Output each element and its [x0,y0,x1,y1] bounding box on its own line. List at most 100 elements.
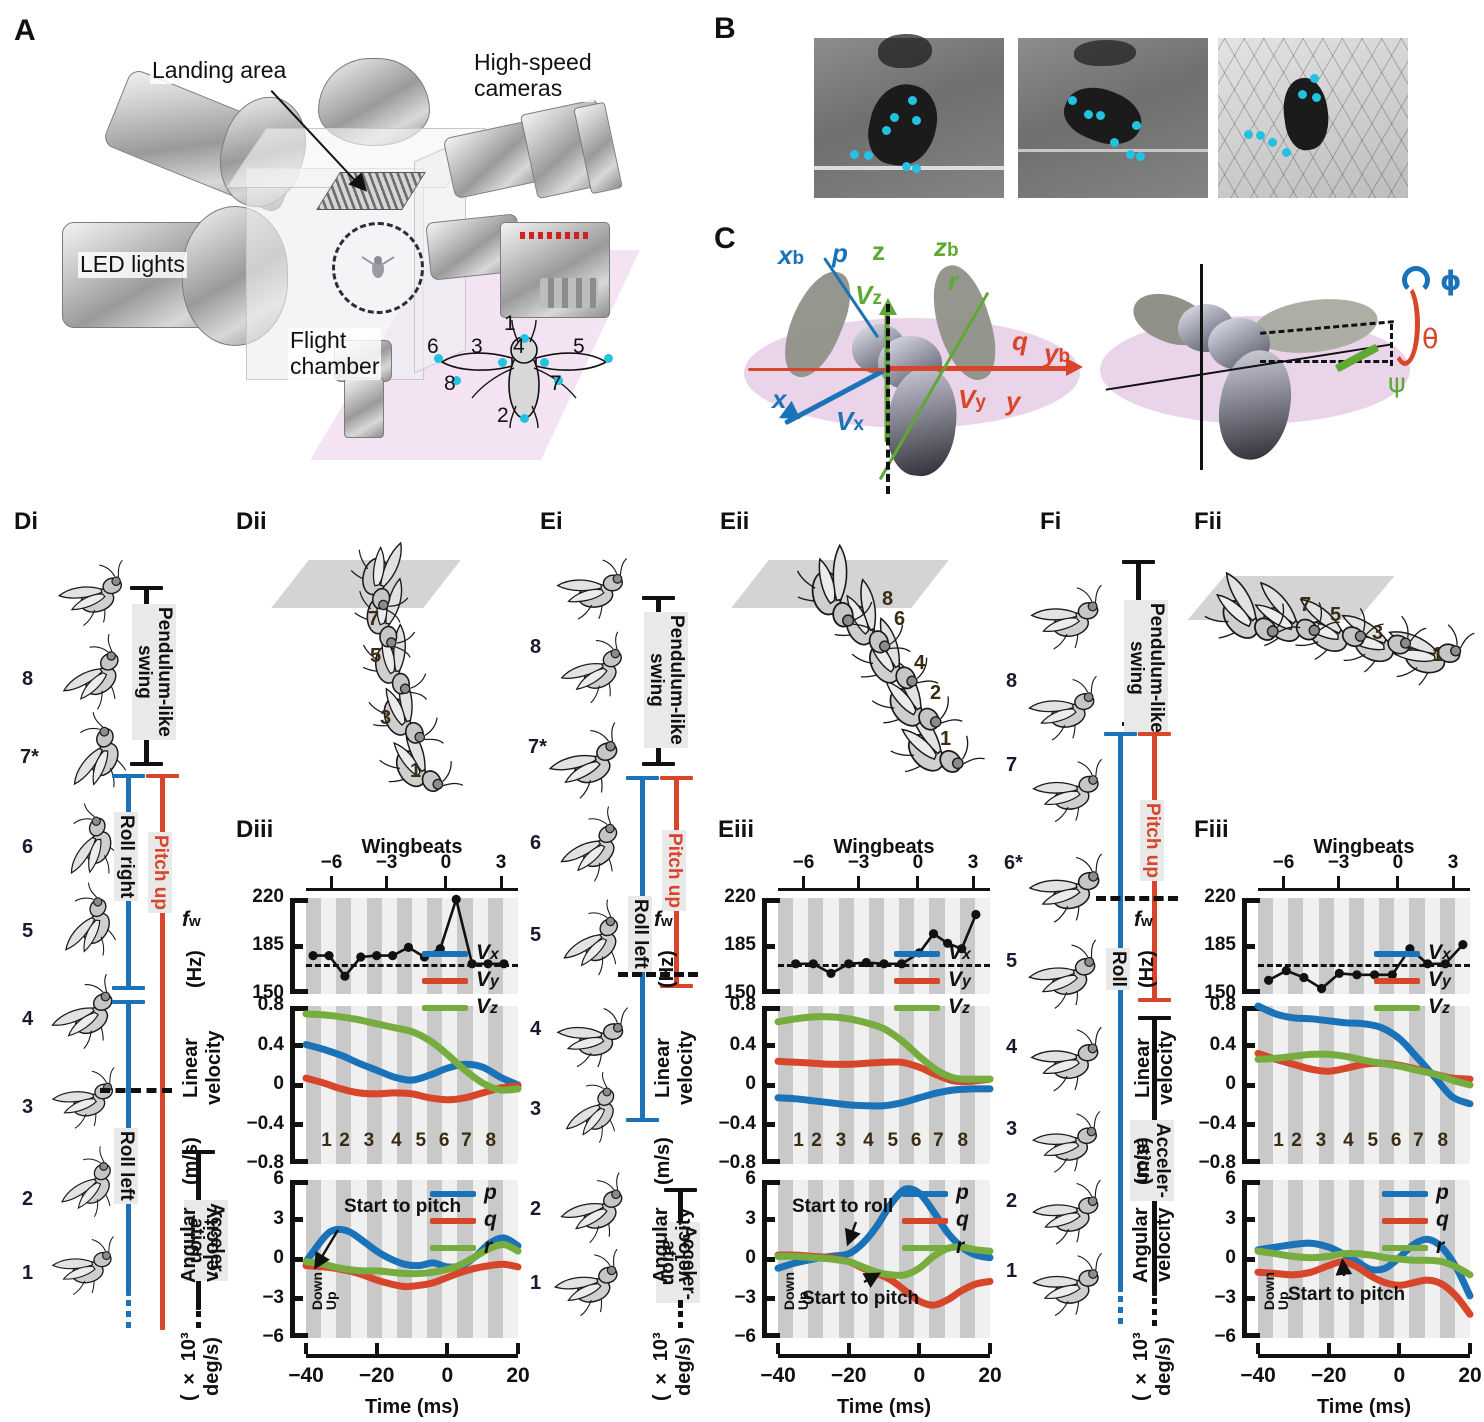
ang-tick-label: 3 [745,1207,756,1229]
seq-label-Fi-4: 4 [1006,1036,1018,1058]
freq-tick-label: 220 [252,886,284,907]
freq-axis-tick [762,943,775,949]
annotation-start-to-roll: Start to roll [792,1196,894,1217]
ang-tick-label: 6 [273,1168,284,1189]
freq-ylabel: fw [182,908,201,931]
fly-illustration [560,631,622,704]
freq-ylabel: fw [1134,908,1153,931]
bar-cap [112,774,145,778]
camera-led-strip [520,232,592,239]
ang-axis-tick [290,1296,303,1301]
panel-fi-letter: Fi [1040,508,1062,535]
lin-ylabel: Linear velocity [180,1030,225,1106]
wingbeat-number: 6 [1390,1130,1402,1151]
wingbeat-number: 2 [339,1130,350,1151]
ang-tick-label: −3 [262,1286,284,1308]
fly-pose-3 [556,1071,634,1143]
freq-tick-label: 150 [1204,982,1236,1003]
lin-tick-label: 0.8 [257,994,284,1015]
high-speed-cameras-label: High-speed cameras [472,49,594,102]
time-axis [778,1354,990,1358]
ang-axis-tick [762,1256,775,1262]
marker-dot-7 [554,376,563,385]
wingbeat-number: 1 [1273,1130,1284,1151]
wingbeat-number: 3 [835,1130,847,1151]
photo-landing-oblique [1018,38,1208,198]
freq-tick-label: 150 [252,982,284,1003]
fly-illustration [1247,581,1340,647]
freq-series-svg [308,894,509,981]
time-tick-label: 0 [441,1364,454,1387]
marker-label-3: 3 [471,335,483,358]
wingbeats-axis [1258,888,1470,891]
label-p: p [832,238,848,268]
time-tick-label: −20 [358,1364,395,1387]
wingbeat-tick [1451,876,1455,888]
wingbeat-stripe [1258,1006,1274,1164]
marker-label-5: 5 [573,335,585,358]
wingbeat-tick-label: 0 [912,852,924,873]
fly-illustration [350,541,409,623]
label-vz: Vz [855,280,882,310]
marker-label-4: 4 [513,335,525,358]
bar-cap [1138,732,1171,736]
eii-seq-8: 8 [882,588,894,610]
axis-yb-arrow [888,366,1070,371]
seq-label-Ei-4: 4 [530,1018,542,1040]
lin-tick-label: −0.8 [1198,1152,1236,1173]
photo-landing-side [814,34,1004,198]
time-axis-tick [988,1343,992,1354]
time-axis-title: Time (ms) [364,1396,460,1418]
time-axis-tick [1468,1343,1472,1354]
fly-illustration [548,722,618,799]
time-axis [306,1354,518,1358]
wingbeat-number: 8 [957,1130,969,1151]
ang-tick-label: 0 [745,1247,756,1268]
legend-swatch [422,951,468,957]
divider-dashed-di [100,1088,172,1093]
freq-tick-label: 220 [724,886,756,907]
fly-pose-4 [44,973,130,1050]
time-axis-tick [445,1343,450,1354]
legend-swatch [1374,951,1420,957]
annotation-start-to-pitch: Start to pitch [802,1288,920,1309]
ang-tick-label: −6 [734,1326,756,1347]
lin-axis-tick [290,1082,303,1088]
wingbeat-stripe [487,898,503,994]
wingbeat-tick [444,876,448,888]
wingbeat-stripe [868,1006,884,1164]
marker-fly-schematic [440,319,608,429]
wingbeat-tick-label: −3 [375,852,398,873]
wingbeat-number: 8 [485,1130,497,1151]
wingbeat-number: 8 [1437,1130,1449,1151]
seq-label-Fi-8: 8 [1006,670,1018,692]
bar-label-pitch-up-di: Pitch up [148,832,172,913]
time-tick-label: −40 [288,1364,324,1387]
time-axis-tick [304,1343,308,1354]
lin-tick-label: −0.4 [246,1112,284,1134]
legend-swatch [894,951,940,957]
time-tick-label: −20 [1310,1364,1347,1387]
fly-pose-5 [50,882,132,956]
time-axis-tick [846,1343,851,1354]
fly-illustration [61,1146,111,1217]
marker-label-2: 2 [497,404,509,427]
legend-swatch [422,1005,468,1011]
seq-label-Fi-3: 3 [1006,1118,1018,1140]
fly-pose-2 [554,1172,638,1244]
legend-swatch [902,1218,948,1224]
bar-label-roll-right-di: Roll right [114,812,138,902]
wingbeat-stripe [1379,1006,1395,1164]
wingbeat-tick [801,876,805,888]
lin-axis-tick [1242,1122,1255,1127]
fly-pose-7 [1026,758,1112,823]
label-z: z [872,236,885,266]
axis-wing-dash-2 [1260,360,1388,363]
wingbeat-stripe [427,898,443,994]
legend-label: q [484,1208,497,1231]
bar-label-roll-left-di: Roll left [114,1128,138,1204]
time-axis-tick [374,1343,379,1354]
fly-pose-8 [554,631,638,704]
wingbeat-stripe [838,1006,854,1164]
lin-tick-label: 0.4 [1209,1033,1236,1055]
